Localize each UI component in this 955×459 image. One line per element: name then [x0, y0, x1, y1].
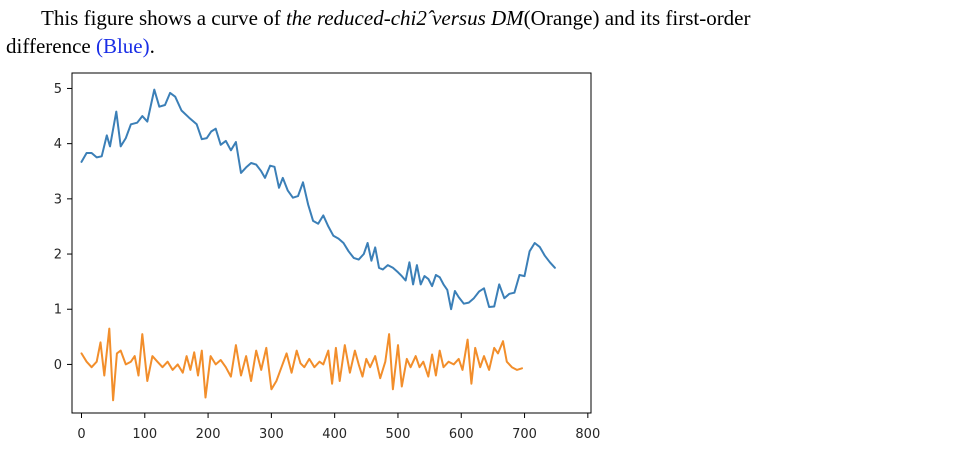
x-tick-label: 100	[132, 427, 157, 442]
series-lines	[80, 88, 556, 402]
series-line-orange	[80, 327, 523, 402]
caption-text: difference	[6, 34, 96, 58]
x-tick-label: 500	[386, 427, 411, 442]
plot-frame	[71, 72, 592, 414]
caption-text: (Orange) and its first-order	[523, 6, 751, 30]
x-tick-label: 200	[196, 427, 221, 442]
y-tick-label: 3	[54, 192, 62, 207]
y-tick-label: 2	[54, 248, 62, 263]
y-tick-label: 4	[54, 137, 62, 152]
x-tick-label: 600	[449, 427, 474, 442]
y-tick-label: 5	[54, 82, 62, 97]
x-tick-label: 400	[322, 427, 347, 442]
axis-ticks: 0 100 200 300 400 500 600 700 800 0 1 2 3 4 5	[54, 82, 601, 442]
x-tick-label: 300	[259, 427, 284, 442]
figure-caption: This figure shows a curve of the reduced…	[6, 4, 944, 60]
y-tick-label: 1	[54, 303, 62, 318]
series-line-blue	[80, 88, 556, 311]
y-tick-label: 0	[54, 358, 62, 373]
caption-text: .	[149, 34, 155, 58]
caption-text: This figure shows a curve of	[41, 6, 286, 30]
x-tick-label: 700	[512, 427, 537, 442]
x-tick-label: 800	[575, 427, 600, 442]
caption-blue-text: (Blue)	[95, 34, 150, 58]
x-tick-label: 0	[77, 427, 85, 442]
caption-italic-text: the reduced-chi2̂ versus DM	[285, 6, 524, 30]
